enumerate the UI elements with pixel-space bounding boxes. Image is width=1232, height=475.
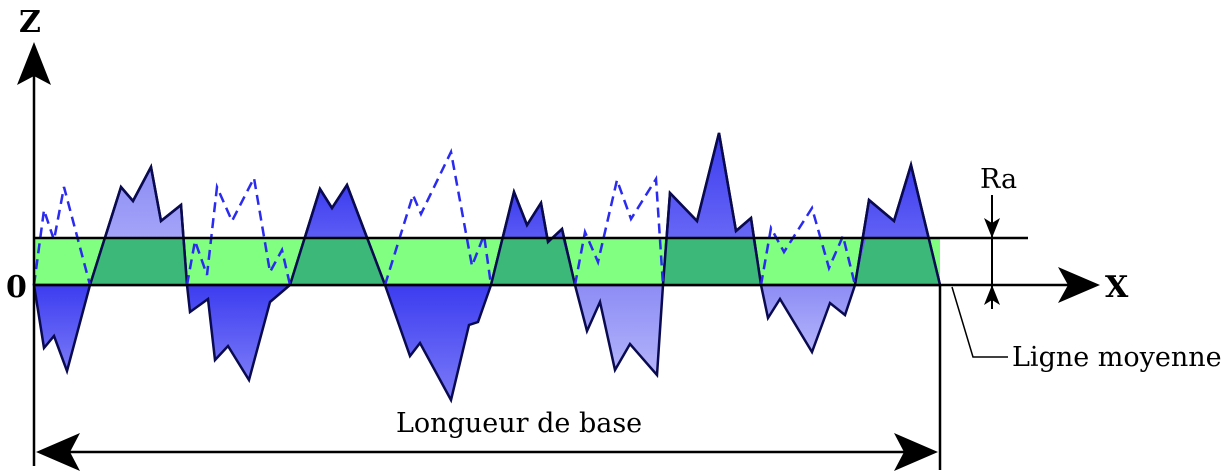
x-axis-arrowhead [1058,267,1100,303]
origin-label: 0 [6,270,27,305]
ra-arrow-down [984,218,1000,238]
dashed-segment-2 [185,174,292,286]
valley-2 [185,283,294,384]
dashed-segment-3 [383,148,493,286]
dashed-segment-5 [759,204,857,286]
z-axis-arrowhead [17,42,51,85]
valley-1 [32,283,92,376]
dashed-segment-1 [32,186,92,286]
valleys-below [32,283,857,404]
base-length-arrow-right [894,433,938,471]
base-length-arrow-left [36,433,80,471]
dashed-profile [32,148,857,286]
ra-label: Ra [980,164,1017,195]
valley-5 [759,283,857,355]
z-axis-label: Z [19,5,41,40]
ra-arrow-up [984,285,1000,305]
mean-line-leader [951,286,1008,358]
mean-line-label: Ligne moyenne [1012,342,1222,373]
band-overlap [90,238,940,285]
dashed-segment-4 [573,175,665,286]
valley-4 [573,283,665,379]
peak-outlines [88,132,942,286]
base-length-label: Longueur de base [396,408,642,439]
valley-3 [383,283,493,404]
x-axis-label: X [1105,270,1129,305]
